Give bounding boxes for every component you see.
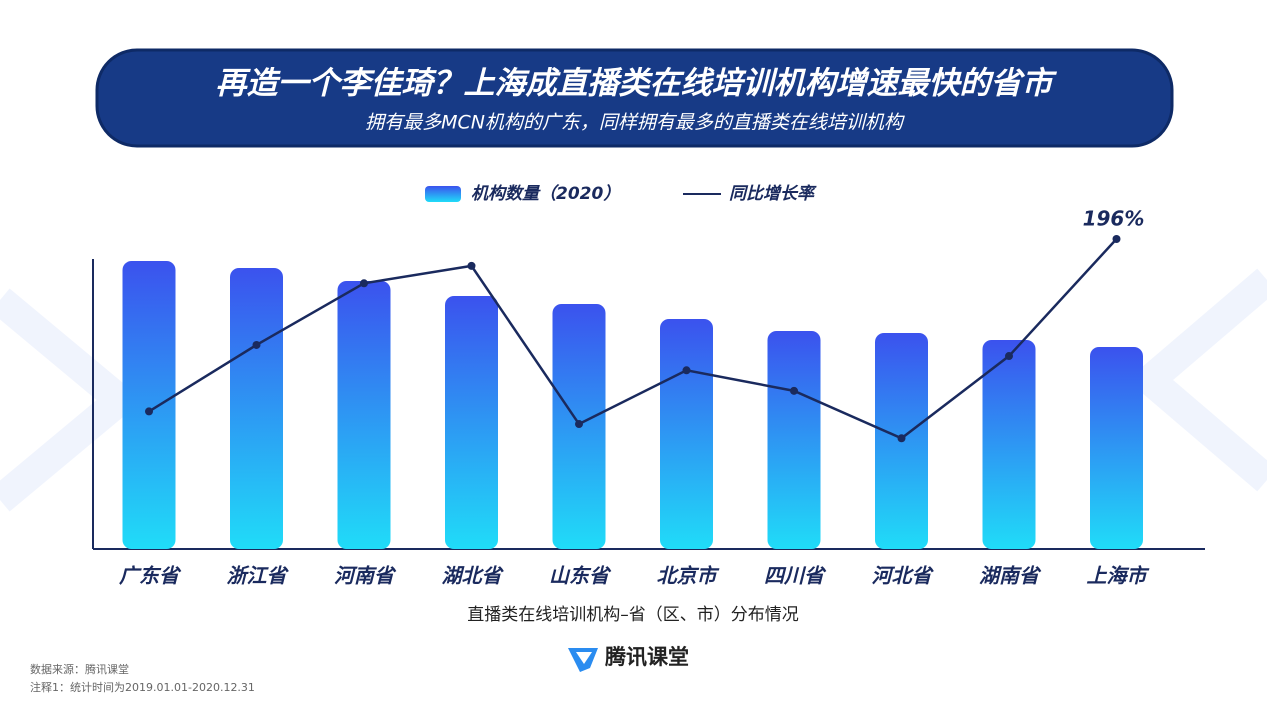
- bar: [230, 268, 283, 549]
- logo-text: 腾讯课堂: [605, 645, 689, 669]
- line-point: [1112, 235, 1121, 243]
- line: [148, 238, 1118, 440]
- bar: [1090, 347, 1143, 549]
- line-point: [252, 340, 261, 349]
- x-tick-label: 北京市: [657, 564, 720, 588]
- x-tick-label: 山东省: [549, 564, 612, 588]
- line-point: [145, 407, 153, 416]
- x-tick-label: 湖北省: [442, 564, 505, 588]
- line-point: [1005, 352, 1013, 361]
- bar: [660, 319, 713, 549]
- line-point: [790, 386, 798, 395]
- title-banner: [95, 48, 1174, 148]
- line-point: [682, 366, 691, 375]
- x-axis-title: 直播类在线培训机构–省（区、市）分布情况: [467, 605, 799, 625]
- source-note: 注释1：统计时间为2019.01.01-2020.12.31: [30, 680, 255, 694]
- chart-subtitle: 拥有最多MCN机构的广东，同样拥有最多的直播类在线培训机构: [365, 112, 906, 134]
- line-point: [467, 261, 476, 270]
- line-point: [575, 420, 583, 429]
- chart-title: 再造一个李佳琦？上海成直播类在线培训机构增速最快的省市: [216, 66, 1058, 102]
- bar: [445, 296, 498, 549]
- x-tick-label: 四川省: [764, 564, 827, 588]
- bar: [337, 281, 391, 549]
- value-label: 196%: [1083, 207, 1145, 231]
- x-tick-label: 广东省: [119, 564, 182, 588]
- x-tick-label: 浙江省: [227, 564, 290, 588]
- logo-icon: [568, 648, 598, 672]
- legend-swatch: [425, 186, 461, 202]
- x-tick-label: 湖南省: [979, 564, 1042, 588]
- x-tick-label: 河南省: [334, 564, 397, 588]
- bar: [122, 261, 176, 549]
- x-tick-label: 上海市: [1087, 564, 1150, 588]
- source-note: 数据来源：腾讯课堂: [30, 662, 129, 676]
- bar: [767, 331, 821, 549]
- legend-label: 机构数量（2020）: [471, 184, 620, 204]
- line-point: [897, 434, 906, 443]
- bar: [982, 340, 1036, 549]
- x-tick-label: 河北省: [872, 564, 935, 588]
- background-pattern: [0, 268, 1267, 512]
- legend-label: 同比增长率: [729, 184, 817, 204]
- line-point: [360, 279, 368, 288]
